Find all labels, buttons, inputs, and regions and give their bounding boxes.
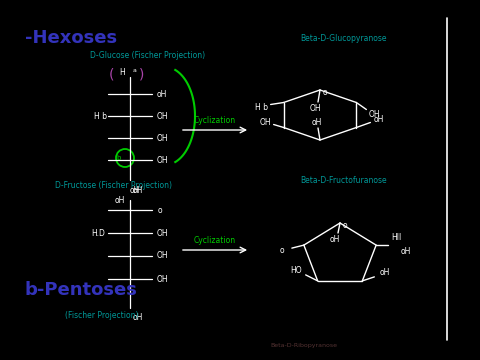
Text: H: H <box>119 68 125 77</box>
Text: ): ) <box>139 67 144 81</box>
Text: OH: OH <box>260 118 271 127</box>
Text: D-Glucose (Fischer Projection): D-Glucose (Fischer Projection) <box>90 50 205 59</box>
Text: Beta-D-Glucopyranose: Beta-D-Glucopyranose <box>300 33 386 42</box>
Text: oH: oH <box>312 117 322 126</box>
Text: OH: OH <box>156 252 168 261</box>
Text: OH: OH <box>156 229 168 238</box>
Text: oH: oH <box>157 90 167 99</box>
Text: o: o <box>279 246 284 255</box>
Text: o: o <box>158 206 162 215</box>
Text: H b: H b <box>94 112 107 121</box>
Text: -Hexoses: -Hexoses <box>25 29 117 47</box>
Text: D-Fructose (Fischer Projection): D-Fructose (Fischer Projection) <box>55 180 172 189</box>
Text: Cyclization: Cyclization <box>194 235 236 244</box>
Text: oH: oH <box>373 115 384 124</box>
Text: oH: oH <box>401 247 411 256</box>
Text: H b: H b <box>255 103 268 112</box>
Text: HO: HO <box>290 266 301 275</box>
Text: b-Pentoses: b-Pentoses <box>25 281 138 299</box>
Text: (Fischer Projection): (Fischer Projection) <box>65 310 139 320</box>
Text: o: o <box>343 220 348 230</box>
Text: a: a <box>133 68 137 72</box>
Text: Beta-D-Fructofuranose: Beta-D-Fructofuranose <box>300 176 386 185</box>
Text: (: ( <box>109 67 115 81</box>
Text: OH: OH <box>156 134 168 143</box>
Text: OH: OH <box>369 110 380 119</box>
Text: Beta-D-Ribopyranose: Beta-D-Ribopyranose <box>270 342 337 347</box>
Text: oH: oH <box>133 314 143 323</box>
Text: oH: oH <box>130 185 140 194</box>
Text: b: b <box>117 155 121 161</box>
Text: OH: OH <box>156 112 168 121</box>
Text: o: o <box>323 87 327 96</box>
Text: oH: oH <box>115 195 125 204</box>
Text: oH: oH <box>379 269 390 278</box>
Text: OH: OH <box>156 274 168 284</box>
Text: OH: OH <box>309 104 321 113</box>
Text: oH: oH <box>133 185 143 194</box>
Text: Cyclization: Cyclization <box>194 116 236 125</box>
Text: Hll: Hll <box>391 233 401 242</box>
Text: OH: OH <box>156 156 168 165</box>
Text: H.D: H.D <box>91 229 105 238</box>
Text: oH: oH <box>330 234 340 243</box>
